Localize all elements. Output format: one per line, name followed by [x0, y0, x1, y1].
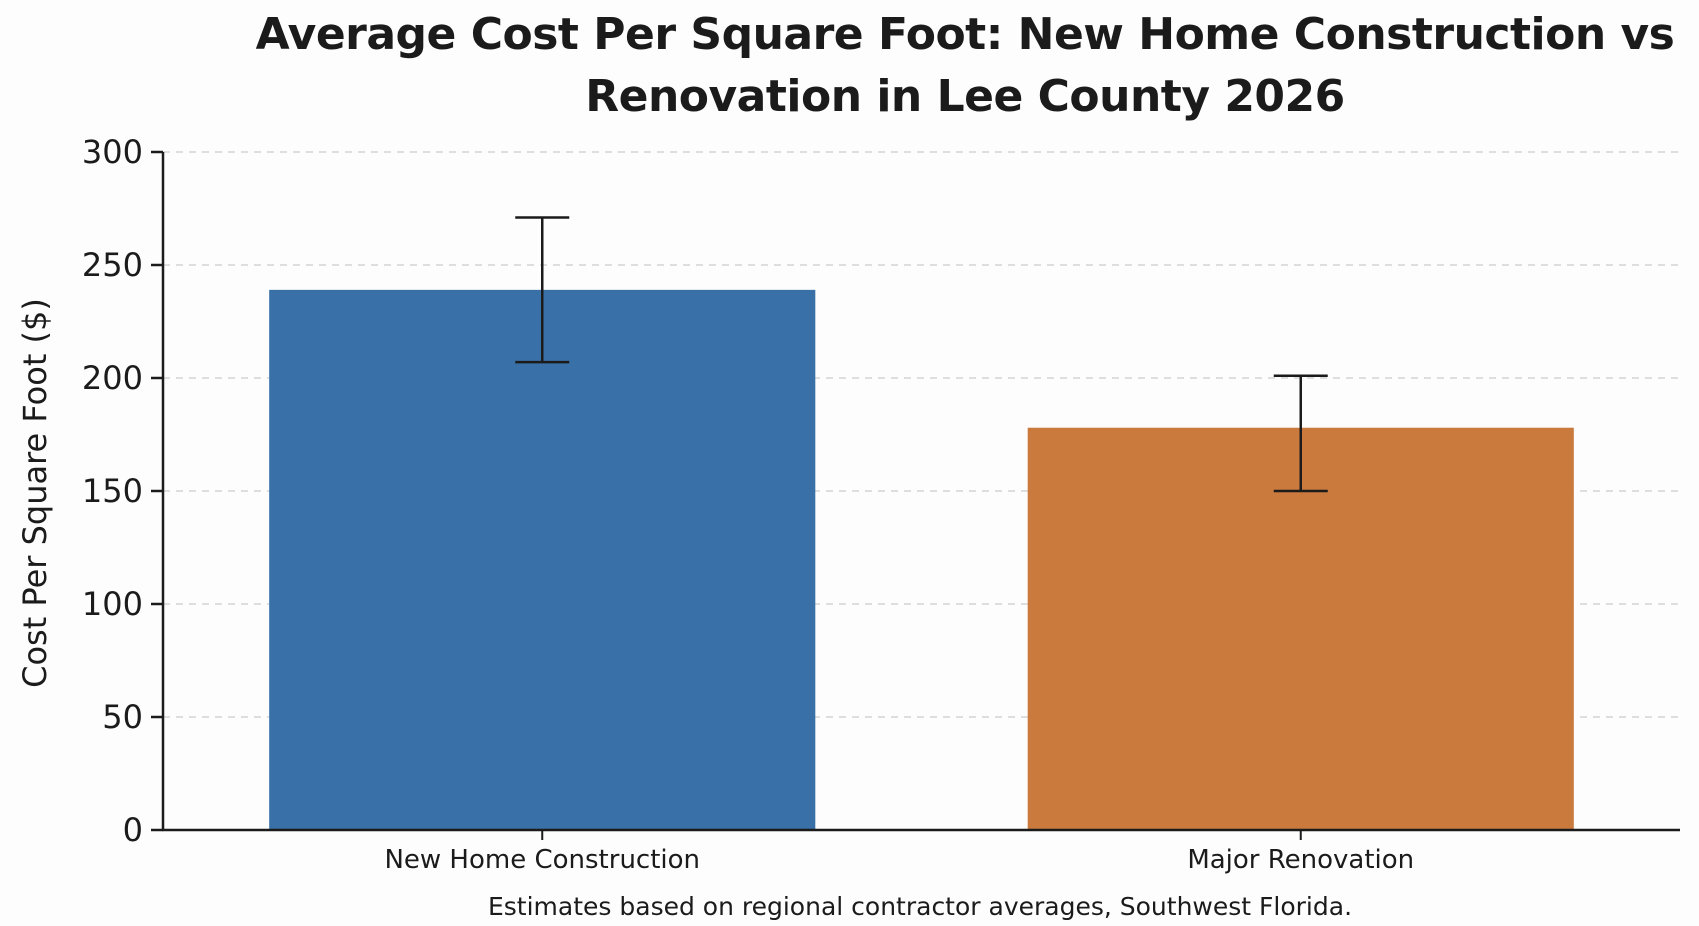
- error-bars: [515, 216, 1328, 493]
- bars: [269, 289, 1574, 830]
- chart-title: Average Cost Per Square Foot: New Home C…: [255, 9, 1675, 122]
- y-tick-label: 250: [82, 246, 143, 284]
- y-tick-label: 50: [102, 698, 143, 736]
- y-tick-label: 100: [82, 585, 143, 623]
- y-tick-label: 200: [82, 359, 143, 397]
- error-bar-1: [1273, 374, 1328, 493]
- bar-0: [269, 289, 816, 830]
- x-category-label: Major Renovation: [1187, 845, 1414, 875]
- y-tick-label: 0: [123, 811, 143, 849]
- x-category-label: New Home Construction: [384, 845, 700, 875]
- y-tick-label: 150: [82, 472, 143, 510]
- error-bar-0: [515, 216, 570, 364]
- y-axis-title: Cost Per Square Foot ($): [16, 298, 54, 688]
- y-tick-label: 300: [82, 133, 143, 171]
- x-category-labels: New Home Construction Major Renovation: [384, 830, 1414, 875]
- chart-footnote: Estimates based on regional contractor a…: [488, 892, 1352, 921]
- y-ticks: 0 50 100 150 200 250 300: [82, 133, 163, 849]
- bar-1: [1027, 427, 1574, 830]
